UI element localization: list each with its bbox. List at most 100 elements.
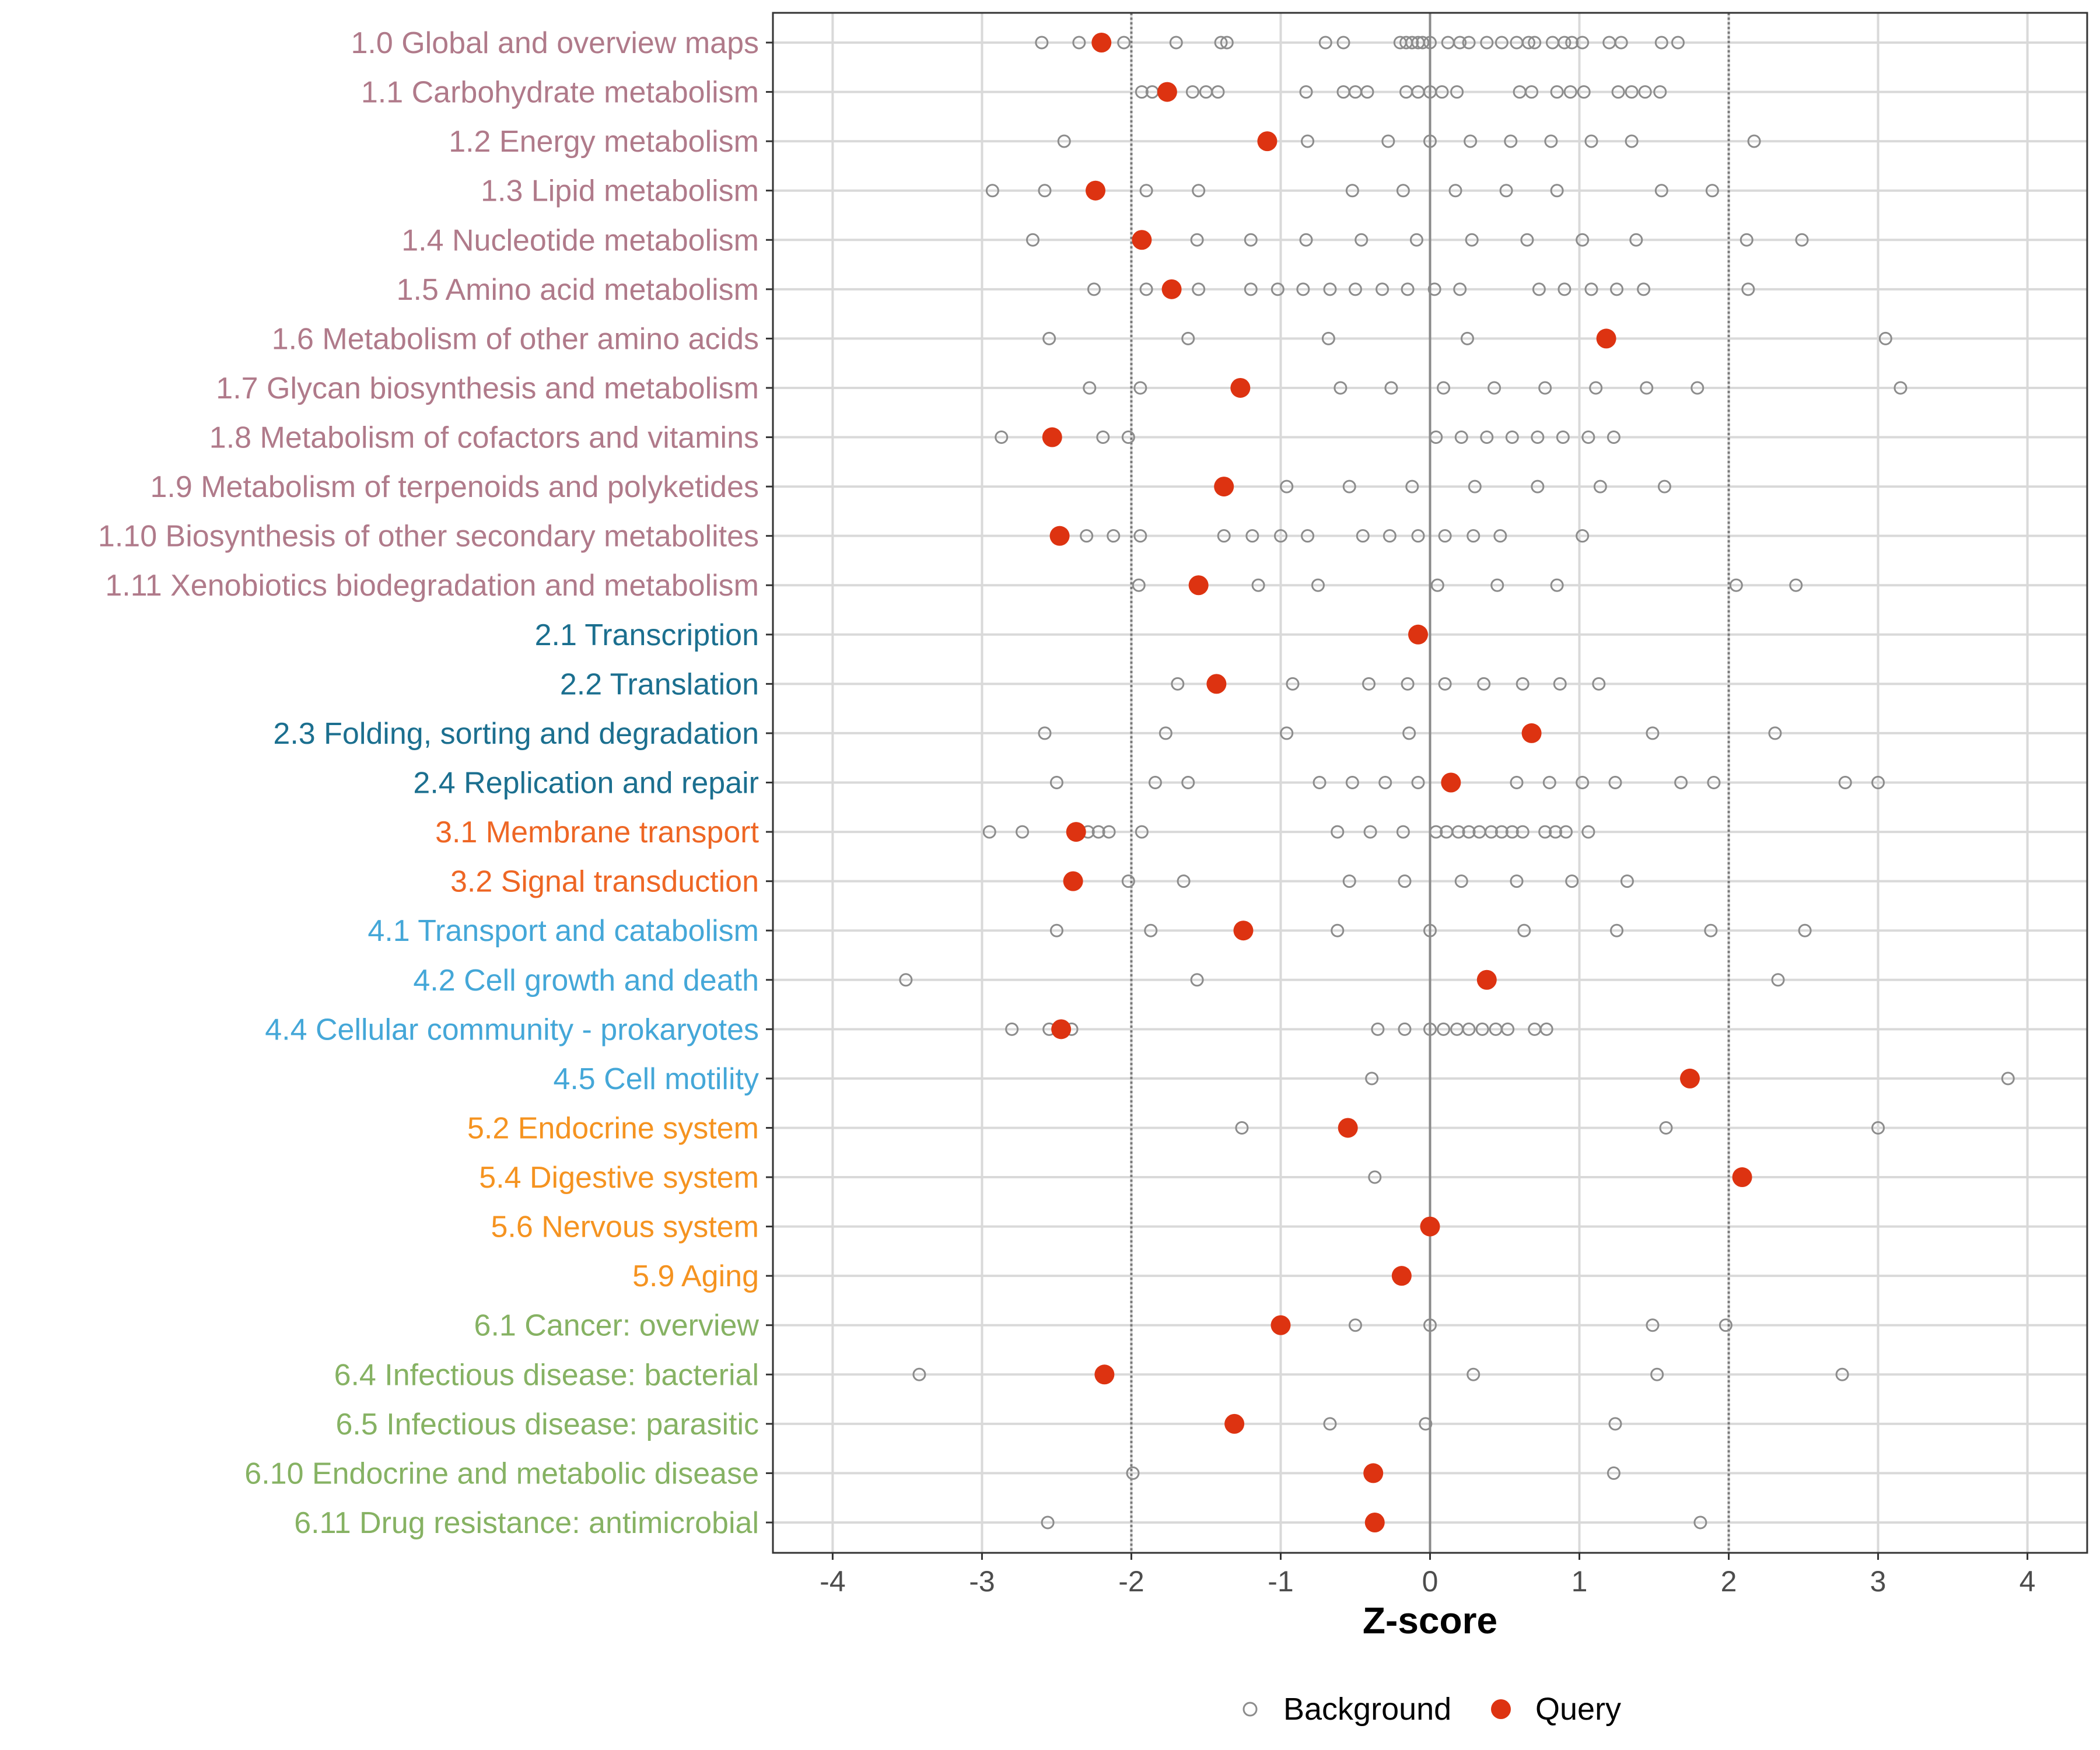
background-point	[1629, 233, 1643, 247]
background-point	[1121, 874, 1135, 888]
background-point	[1462, 1022, 1476, 1036]
background-point	[1558, 36, 1572, 50]
background-point	[1126, 1466, 1140, 1480]
background-point	[1565, 36, 1579, 50]
x-axis: -4 -3 -2 -1 0 1 2 3 4	[820, 1553, 2035, 1598]
background-point	[1301, 134, 1315, 148]
background-point	[1510, 874, 1524, 888]
background-point	[1280, 480, 1294, 494]
background-point	[1419, 1417, 1433, 1431]
query-point	[1132, 230, 1152, 250]
background-point	[1550, 85, 1564, 99]
background-point	[1360, 85, 1374, 99]
background-point	[1576, 36, 1590, 50]
background-point	[1080, 529, 1094, 543]
background-point	[1354, 233, 1368, 247]
background-point	[1461, 331, 1475, 345]
x-tick-label: -4	[820, 1565, 845, 1598]
background-point	[1490, 578, 1504, 592]
background-point	[1345, 776, 1359, 789]
background-point	[1480, 36, 1494, 50]
background-point	[1437, 381, 1451, 395]
background-point	[1462, 36, 1476, 50]
background-point	[1488, 381, 1502, 395]
background-point	[1280, 726, 1294, 740]
background-point	[1789, 578, 1803, 592]
background-point	[1251, 578, 1265, 592]
background-point	[1747, 134, 1761, 148]
background-point	[1741, 282, 1755, 296]
background-point	[1190, 973, 1204, 987]
background-point	[1416, 36, 1430, 50]
background-point	[1516, 825, 1530, 839]
background-point	[1133, 529, 1147, 543]
background-point	[1401, 677, 1415, 691]
background-point	[1528, 36, 1542, 50]
background-point	[1654, 36, 1668, 50]
background-point	[1365, 1072, 1379, 1086]
background-point	[1396, 184, 1410, 198]
background-point	[1181, 331, 1195, 345]
background-point	[1348, 1318, 1362, 1332]
background-point	[1096, 430, 1110, 444]
background-point	[1625, 134, 1639, 148]
background-point	[1707, 776, 1721, 789]
query-point	[1363, 1463, 1384, 1483]
background-point	[1049, 923, 1063, 937]
query-point	[1224, 1413, 1245, 1434]
background-point	[1144, 923, 1158, 937]
background-point	[1740, 233, 1754, 247]
category-label: 1.6 Metabolism of other amino acids	[272, 322, 759, 356]
background-point	[1139, 282, 1153, 296]
background-point	[1593, 480, 1607, 494]
background-point	[1214, 36, 1228, 50]
background-point	[1296, 282, 1310, 296]
query-point	[1732, 1167, 1752, 1188]
query-point	[1206, 674, 1227, 694]
background-point	[1542, 776, 1556, 789]
background-point	[1438, 677, 1452, 691]
background-point	[1705, 184, 1719, 198]
background-point	[1192, 184, 1206, 198]
category-label: 2.4 Replication and repair	[413, 766, 759, 800]
background-point	[1894, 381, 1908, 395]
background-point	[1245, 529, 1259, 543]
category-label: 6.11 Drug resistance: antimicrobial	[294, 1506, 759, 1540]
query-point	[1230, 377, 1251, 398]
background-point	[1501, 1022, 1515, 1036]
background-point	[1423, 1318, 1437, 1332]
query-point	[1364, 1513, 1385, 1532]
query-point	[1521, 723, 1542, 743]
background-point	[912, 1367, 926, 1381]
background-point	[1362, 677, 1376, 691]
background-point	[1589, 381, 1603, 395]
background-point	[1480, 430, 1494, 444]
background-point	[1505, 430, 1519, 444]
background-point	[1185, 85, 1199, 99]
category-label: 3.2 Signal transduction	[450, 865, 759, 899]
background-point	[1042, 331, 1056, 345]
background-point	[1525, 85, 1539, 99]
x-tick-label: 2	[1721, 1565, 1737, 1598]
background-point	[1430, 578, 1444, 592]
background-point	[1531, 430, 1545, 444]
query-point	[1063, 871, 1083, 891]
background-point	[995, 430, 1009, 444]
background-point	[1576, 233, 1590, 247]
background-point	[982, 825, 996, 839]
category-label: 1.11 Xenobiotics biodegradation and meta…	[105, 569, 759, 603]
background-point	[1475, 1022, 1489, 1036]
background-point	[1405, 36, 1419, 50]
background-point	[1384, 381, 1398, 395]
background-point	[1312, 776, 1326, 789]
background-point	[1493, 529, 1507, 543]
background-point	[1363, 825, 1377, 839]
background-point	[1135, 85, 1149, 99]
background-point	[1190, 233, 1204, 247]
background-point	[1671, 36, 1685, 50]
background-point	[1398, 874, 1412, 888]
background-point	[1608, 776, 1622, 789]
background-point	[1026, 233, 1040, 247]
background-point	[1331, 825, 1345, 839]
background-point	[1558, 282, 1572, 296]
